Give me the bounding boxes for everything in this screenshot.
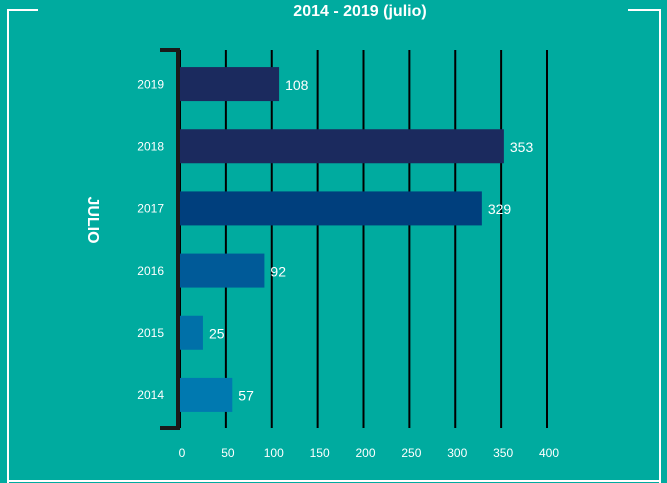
x-tick-label: 0 xyxy=(179,446,186,460)
frame-right xyxy=(628,9,661,483)
value-label: 57 xyxy=(238,388,254,404)
value-label: 353 xyxy=(510,139,534,155)
x-tick-label: 400 xyxy=(539,446,559,460)
y-tick-label: 2014 xyxy=(137,388,164,402)
y-tick-label: 2019 xyxy=(137,77,164,91)
frame xyxy=(7,9,661,483)
bar xyxy=(180,191,482,226)
bar xyxy=(180,67,280,102)
bar xyxy=(180,377,233,412)
x-tick-label: 250 xyxy=(401,446,421,460)
value-label: 108 xyxy=(285,77,309,93)
x-tick-label: 100 xyxy=(264,446,284,460)
bar xyxy=(180,129,504,164)
y-axis xyxy=(160,48,180,430)
x-tick-label: 150 xyxy=(310,446,330,460)
value-label: 92 xyxy=(270,263,286,279)
y-tick-label: 2018 xyxy=(137,139,164,153)
frame-left xyxy=(7,9,38,483)
x-tick-label: 350 xyxy=(493,446,513,460)
bar xyxy=(180,315,203,350)
value-label: 329 xyxy=(488,201,512,217)
y-tick-label: 2016 xyxy=(137,264,164,278)
bar xyxy=(180,253,265,288)
x-tick-label: 50 xyxy=(221,446,235,460)
y-tick-label: 2017 xyxy=(137,202,164,216)
y-tick-label: 2015 xyxy=(137,326,164,340)
y-axis-label: JULIO xyxy=(84,196,101,243)
value-label: 25 xyxy=(209,325,225,341)
x-tick-label: 300 xyxy=(447,446,467,460)
x-tick-label: 200 xyxy=(355,446,375,460)
chart-title: 2014 - 2019 (julio) xyxy=(293,3,426,20)
